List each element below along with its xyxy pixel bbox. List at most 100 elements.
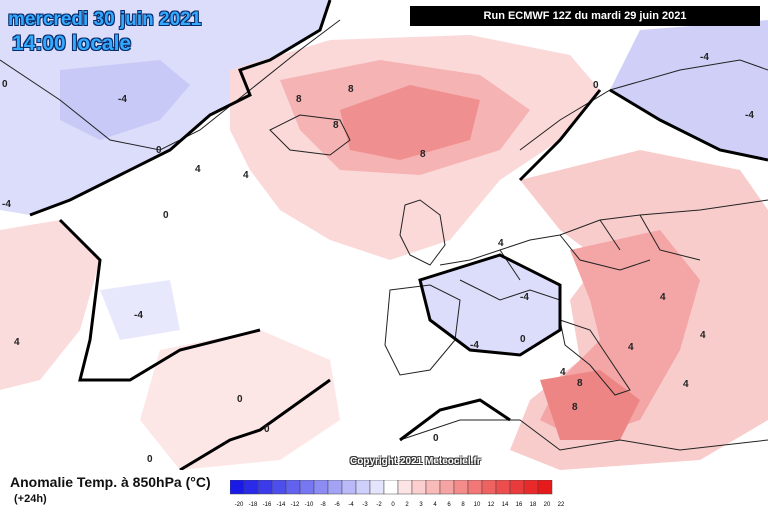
contour-label: 8 bbox=[572, 402, 578, 413]
scale-swatch bbox=[467, 480, 483, 495]
scale-tick-label: 6 bbox=[447, 502, 451, 508]
scale-swatch bbox=[495, 480, 511, 495]
contour-label: -4 bbox=[2, 199, 11, 210]
scale-tick-label: -12 bbox=[291, 502, 300, 508]
contour-label: 0 bbox=[264, 424, 270, 435]
contour-label: 4 bbox=[498, 238, 504, 249]
scale-tick-label: 2 bbox=[405, 502, 409, 508]
contour-label: 8 bbox=[348, 84, 354, 95]
lead-time: (+24h) bbox=[14, 493, 47, 505]
forecast-time: 14:00 locale bbox=[12, 32, 132, 55]
scale-swatch bbox=[523, 480, 539, 495]
scale-tick-label: -8 bbox=[320, 502, 326, 508]
scale-tick-label: -3 bbox=[362, 502, 368, 508]
contour-0-north-atlantic bbox=[518, 89, 602, 182]
scale-swatch bbox=[313, 480, 329, 495]
contour-0-greenland bbox=[29, 0, 332, 217]
contour-label: -4 bbox=[520, 292, 529, 303]
scale-tick-label: 16 bbox=[516, 502, 523, 508]
contour-label: 0 bbox=[433, 433, 439, 444]
scale-swatch bbox=[243, 480, 259, 495]
scale-tick-label: 8 bbox=[461, 502, 465, 508]
contour-0-west bbox=[58, 218, 261, 382]
warm-anomaly-west bbox=[0, 220, 100, 390]
scale-tick-label: 3 bbox=[419, 502, 423, 508]
contour-label: 8 bbox=[333, 120, 339, 131]
contour-label: 4 bbox=[628, 342, 634, 353]
scale-swatch bbox=[453, 480, 469, 495]
scale-tick-label: -14 bbox=[277, 502, 286, 508]
contour-0-south bbox=[179, 378, 331, 470]
warm-anomaly-ionian bbox=[540, 370, 640, 440]
coastline-iberia bbox=[384, 284, 461, 376]
scale-swatch bbox=[397, 480, 413, 495]
contour-label: 4 bbox=[14, 337, 20, 348]
warm-anomaly-iberia bbox=[140, 330, 340, 470]
coastline-scandinavia bbox=[519, 59, 768, 151]
warm-anomaly-iceland-core bbox=[340, 85, 480, 160]
coastline-britain bbox=[399, 199, 446, 266]
contour-label: 0 bbox=[520, 334, 526, 345]
contour-label: 0 bbox=[163, 210, 169, 221]
contour-label: 4 bbox=[683, 379, 689, 390]
temperature-anomaly-map: 8 8 8 8 8 8 4 4 4 4 4 4 4 4 4 0 0 0 0 0 … bbox=[0, 0, 768, 470]
contour-label: -4 bbox=[470, 340, 479, 351]
contour-label: 0 bbox=[237, 394, 243, 405]
contour-label: 4 bbox=[560, 367, 566, 378]
contour-label: -4 bbox=[134, 310, 143, 321]
contour-label: 4 bbox=[660, 292, 666, 303]
cold-anomaly-scandinavia bbox=[610, 20, 768, 160]
scale-swatch bbox=[383, 480, 399, 495]
scale-swatch bbox=[327, 480, 343, 495]
scale-swatch bbox=[425, 480, 441, 495]
scale-swatch bbox=[299, 480, 315, 495]
scale-tick-label: 12 bbox=[488, 502, 495, 508]
border-lines bbox=[459, 214, 701, 301]
contour-label: 8 bbox=[577, 378, 583, 389]
scale-tick-label: -16 bbox=[263, 502, 272, 508]
contour-0-africa bbox=[399, 398, 511, 442]
coastline-italy bbox=[559, 319, 631, 396]
cold-anomaly-greenland-core bbox=[60, 60, 190, 140]
copyright-label: Copyright 2021 Meteociel.fr bbox=[350, 456, 481, 467]
scale-swatch bbox=[355, 480, 371, 495]
scale-swatch bbox=[341, 480, 357, 495]
scale-swatch bbox=[285, 480, 301, 495]
scale-tick-label: 4 bbox=[433, 502, 437, 508]
contour-label: 8 bbox=[420, 149, 426, 160]
scale-tick-label: -10 bbox=[305, 502, 314, 508]
contour-0-scandinavia bbox=[609, 88, 768, 162]
scale-swatch bbox=[230, 480, 245, 495]
contour-label: -4 bbox=[700, 52, 709, 63]
scale-tick-label: -2 bbox=[376, 502, 382, 508]
scale-tick-label: 0 bbox=[391, 502, 395, 508]
scale-swatch bbox=[257, 480, 273, 495]
contour-label: 0 bbox=[147, 454, 153, 465]
forecast-date: mercredi 30 juin 2021 bbox=[8, 9, 202, 30]
scale-tick-label: 20 bbox=[544, 502, 551, 508]
scale-swatch bbox=[369, 480, 385, 495]
scale-tick-label: 14 bbox=[502, 502, 509, 508]
scale-tick-label: -20 bbox=[235, 502, 244, 508]
scale-tick-label: -6 bbox=[334, 502, 340, 508]
contour-label: 4 bbox=[243, 170, 249, 181]
scale-tick-label: -4 bbox=[348, 502, 354, 508]
scale-tick-label: 10 bbox=[474, 502, 481, 508]
scale-swatch bbox=[481, 480, 497, 495]
scale-tick-label: -18 bbox=[249, 502, 258, 508]
scale-swatch bbox=[439, 480, 455, 495]
scale-swatch bbox=[537, 480, 553, 495]
contour-label: 0 bbox=[2, 79, 8, 90]
scale-swatch bbox=[509, 480, 525, 495]
color-scale-legend: -20 -18 -16 -14 -12 -10 -8 -6 -4 -3 -2 0 2 3 4 6 8 10 12 14… bbox=[230, 480, 565, 508]
contour-label: -4 bbox=[118, 94, 127, 105]
scale-tick-label: 18 bbox=[530, 502, 537, 508]
cold-anomaly-atlantic bbox=[100, 280, 180, 340]
contour-label: 8 bbox=[296, 94, 302, 105]
coastline-iceland bbox=[269, 114, 351, 156]
contour-label: 0 bbox=[593, 80, 599, 91]
variable-title: Anomalie Temp. à 850hPa (°C) bbox=[10, 474, 211, 490]
scale-swatch bbox=[411, 480, 427, 495]
cold-anomaly-france bbox=[420, 255, 560, 355]
contour-label: 4 bbox=[700, 330, 706, 341]
